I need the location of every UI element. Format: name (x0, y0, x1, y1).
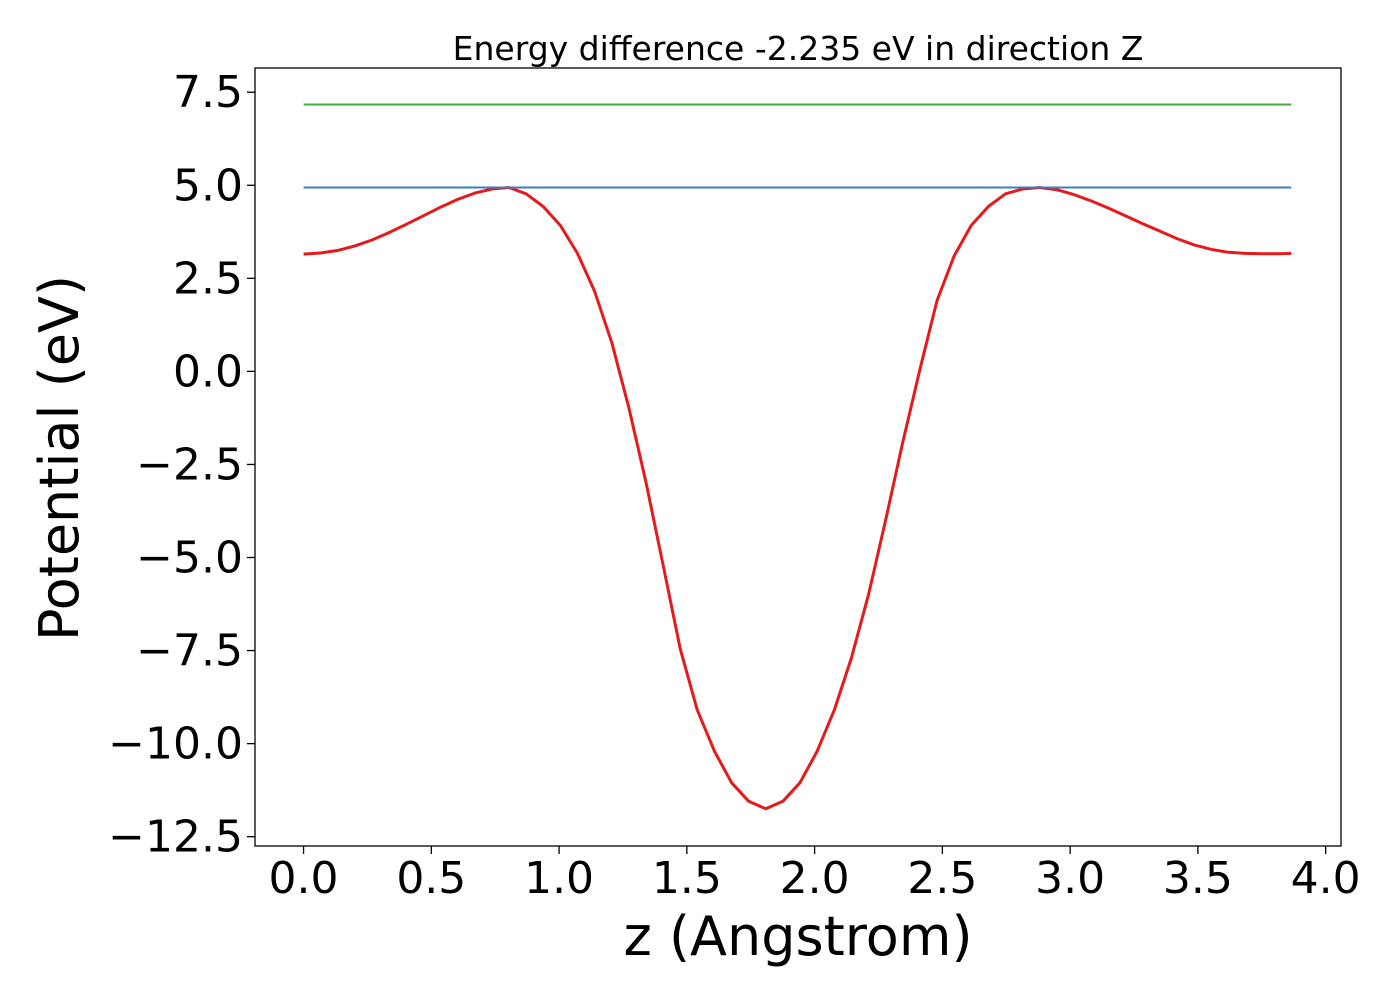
y-tick-label: 2.5 (173, 253, 243, 304)
x-axis-label: z (Angstrom) (623, 905, 972, 968)
y-tick-label: −7.5 (136, 626, 243, 677)
x-tick-label: 1.0 (524, 853, 594, 904)
y-tick-label: −5.0 (136, 533, 243, 584)
series-layer (303, 103, 1292, 811)
x-tick-label: 4.0 (1291, 853, 1361, 904)
x-tick-label: 2.5 (907, 853, 977, 904)
x-tick-label: 0.5 (396, 853, 466, 904)
y-tick-label: 0.0 (173, 346, 243, 397)
y-tick-label: 7.5 (173, 67, 243, 118)
y-tick-label: −10.0 (108, 719, 243, 770)
y-tick-label: −2.5 (136, 439, 243, 490)
series-line-potential (303, 186, 1292, 811)
x-tick-label: 3.5 (1163, 853, 1233, 904)
x-tick-label: 0.0 (269, 853, 339, 904)
x-tick-label: 3.0 (1035, 853, 1105, 904)
x-tick-label: 2.0 (780, 853, 850, 904)
plot-area-frame (254, 67, 1342, 847)
y-tick-label: −12.5 (108, 812, 243, 863)
chart-title: Energy difference -2.235 eV in direction… (453, 29, 1144, 68)
y-axis-label: Potential (eV) (28, 275, 91, 641)
tick-layer: 0.0 0.5 1.0 1.5 2.0 2.5 3.0 3.5 4.07.55.02.50.0−… (108, 67, 1361, 904)
y-tick-label: 5.0 (173, 160, 243, 211)
x-tick-label: 1.5 (652, 853, 722, 904)
